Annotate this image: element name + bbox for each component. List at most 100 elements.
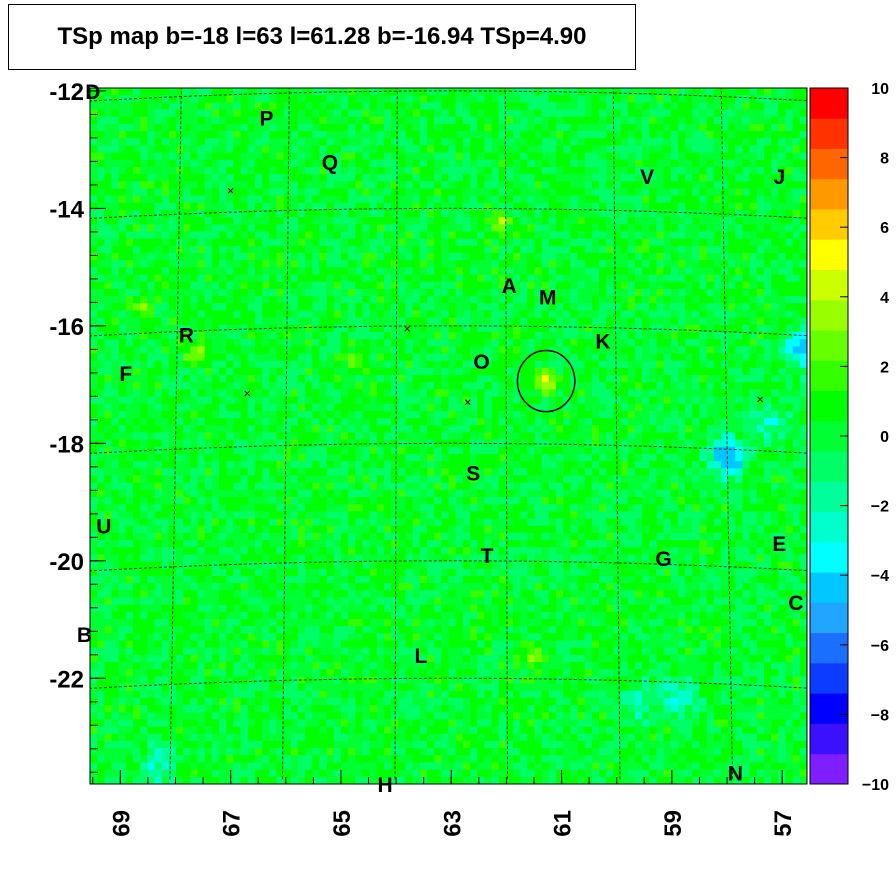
heat-cell (778, 324, 787, 333)
heat-cell (548, 339, 557, 347)
heat-cell (455, 138, 464, 147)
heat-cell (742, 281, 751, 290)
heat-cell (699, 138, 708, 147)
heat-cell (505, 174, 514, 182)
heat-cell (104, 131, 113, 139)
heat-cell (627, 181, 636, 190)
heat-cell (355, 131, 364, 139)
heat-cell (362, 231, 371, 240)
heat-cell (599, 123, 607, 132)
heat-cell (147, 217, 156, 225)
heat-cell (527, 260, 536, 268)
heat-cell (262, 375, 270, 383)
heat-cell (470, 403, 478, 412)
heat-cell (362, 367, 371, 376)
heat-cell (412, 166, 421, 175)
heat-cell (441, 245, 450, 254)
heat-cell (713, 331, 722, 340)
heat-cell (376, 131, 385, 139)
heat-cell (756, 109, 765, 118)
heat-cell (548, 181, 557, 190)
heat-cell (799, 403, 807, 412)
heat-cell (176, 224, 184, 233)
heat-cell (484, 131, 493, 139)
heat-cell (333, 166, 342, 175)
heat-cell (391, 310, 399, 319)
heat-cell (168, 303, 177, 312)
heat-cell (563, 303, 571, 312)
heat-cell (434, 188, 442, 197)
heat-cell (778, 303, 787, 312)
heat-cell (283, 281, 292, 290)
heat-cell (269, 138, 278, 147)
heat-cell (254, 260, 263, 268)
heat-cell (140, 310, 148, 319)
heat-cell (204, 209, 213, 218)
heat-cell (319, 166, 328, 175)
heat-cell (398, 396, 407, 405)
heat-cell (455, 310, 464, 319)
heat-cell (233, 389, 242, 398)
heat-cell (649, 138, 658, 147)
heat-cell (541, 403, 550, 412)
heat-cell (642, 382, 650, 390)
heat-cell (233, 181, 242, 190)
heat-cell (333, 209, 342, 218)
heat-cell (548, 209, 557, 218)
heat-cell (498, 317, 507, 326)
heat-cell (491, 403, 500, 412)
heat-cell (799, 123, 807, 132)
heat-cell (391, 389, 399, 398)
heat-cell (283, 267, 292, 276)
heat-cell (125, 439, 134, 448)
heat-cell (771, 260, 779, 268)
heat-cell (677, 396, 686, 405)
heat-cell (276, 131, 285, 139)
heat-cell (778, 346, 787, 355)
heat-cell (147, 231, 156, 240)
heat-cell (556, 181, 564, 190)
heat-cell (620, 353, 629, 362)
heat-cell (713, 324, 722, 333)
heat-cell (563, 403, 571, 412)
heat-cell (548, 238, 557, 247)
heat-cell (548, 145, 557, 154)
heat-cell (584, 116, 593, 125)
heat-cell (398, 188, 407, 197)
heat-cell (763, 231, 772, 240)
heat-cell (584, 418, 593, 426)
heat-cell (706, 360, 715, 369)
heat-cell (391, 123, 399, 132)
heat-cell (226, 367, 234, 376)
heat-cell (319, 131, 328, 139)
heat-cell (663, 231, 672, 240)
heat-cell (140, 166, 148, 175)
heat-cell (563, 174, 571, 182)
heat-cell (749, 410, 758, 419)
heat-cell (527, 245, 536, 254)
heat-cell (147, 145, 156, 154)
heat-cell (728, 138, 736, 147)
heat-cell (692, 339, 701, 347)
heat-cell (663, 260, 672, 268)
heat-cell (211, 145, 220, 154)
heat-cell (756, 288, 765, 297)
heat-cell (513, 123, 521, 132)
heat-cell (620, 367, 629, 376)
heat-cell (405, 281, 414, 290)
heat-cell (692, 253, 701, 261)
heat-cell (563, 324, 571, 333)
heat-cell (269, 102, 278, 111)
heat-cell (305, 245, 313, 254)
heat-cell (97, 123, 105, 132)
heat-cell (742, 360, 751, 369)
heat-cell (606, 95, 615, 103)
heat-cell (398, 260, 407, 268)
heat-cell (190, 410, 199, 419)
heat-cell (434, 403, 442, 412)
heat-cell (556, 425, 564, 434)
heat-cell (728, 346, 736, 355)
heat-cell (520, 145, 528, 154)
heat-cell (340, 331, 349, 340)
heat-cell (125, 288, 134, 297)
